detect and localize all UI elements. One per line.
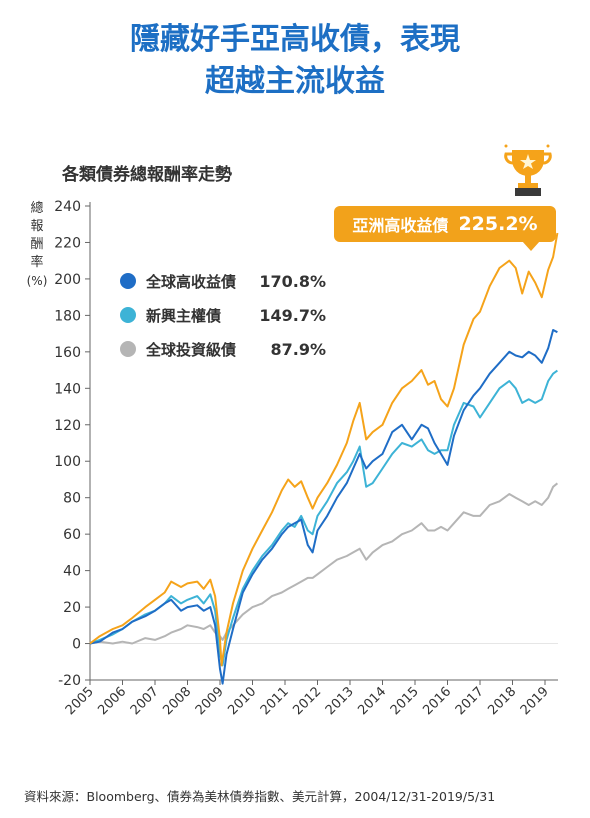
legend-item-global-investment-grade: 全球投資級債 87.9% <box>120 332 326 366</box>
legend-value: 170.8% <box>259 271 326 291</box>
y-tick-label: 220 <box>54 235 81 251</box>
y-axis-label-char: 報 <box>30 219 44 234</box>
y-tick-label: 20 <box>63 600 81 616</box>
x-tick-label: 2018 <box>485 684 519 718</box>
x-tick-label: 2016 <box>420 684 454 718</box>
legend-value: 149.7% <box>259 305 326 325</box>
legend-value: 87.9% <box>270 339 326 359</box>
y-tick-label: 140 <box>54 381 81 397</box>
y-tick-label: 240 <box>54 199 81 215</box>
x-tick-label: 2019 <box>518 684 552 718</box>
y-tick-label: 180 <box>54 308 81 324</box>
legend-label: 新興主權債 <box>146 306 222 325</box>
legend-swatch <box>120 341 136 357</box>
highlight-badge: 亞洲高收益債 225.2% <box>334 206 556 251</box>
y-tick-label: 40 <box>63 564 81 580</box>
title-line-1: 隱藏好手亞高收債，表現 <box>130 22 460 57</box>
legend-item-em-sovereign: 新興主權債 149.7% <box>120 298 326 332</box>
y-tick-label: 60 <box>63 527 81 543</box>
chart-title: 各類債券總報酬率走勢 <box>62 165 232 185</box>
x-tick-label: 2017 <box>453 684 487 718</box>
x-tick-label: 2007 <box>128 684 162 718</box>
y-axis-label-char: 率 <box>30 255 44 270</box>
series-line-global-high-yield <box>89 329 558 685</box>
legend-swatch <box>120 273 136 289</box>
title-line-2: 超越主流收益 <box>205 64 385 99</box>
y-axis-label: 總 報 酬 率 (%) <box>26 200 48 290</box>
x-tick-label: 2009 <box>193 684 227 718</box>
legend-label: 全球投資級債 <box>146 340 237 359</box>
legend-swatch <box>120 307 136 323</box>
highlight-value: 225.2% <box>458 213 538 235</box>
y-tick-label: 80 <box>63 491 81 507</box>
x-tick-label: 2015 <box>388 684 422 718</box>
y-tick-label: 120 <box>54 418 81 434</box>
y-tick-label: 160 <box>54 345 81 361</box>
trophy-icon <box>504 144 552 196</box>
x-tick-label: 2014 <box>355 684 389 718</box>
y-tick-label: 0 <box>72 637 81 653</box>
y-axis-label-char: 總 <box>30 201 44 216</box>
x-tick-label: 2005 <box>63 684 97 718</box>
y-tick-label: 200 <box>54 272 81 288</box>
legend-item-global-high-yield: 全球高收益債 170.8% <box>120 264 326 298</box>
source-note: 資料來源：Bloomberg、債券為美林債券指數、美元計算，2004/12/31… <box>24 789 496 804</box>
series-line-em-sovereign <box>89 369 558 667</box>
y-tick-label: 100 <box>54 454 81 470</box>
legend-label: 全球高收益債 <box>146 272 237 291</box>
x-tick-label: 2013 <box>323 684 357 718</box>
x-tick-label: 2011 <box>258 684 292 718</box>
x-tick-label: 2008 <box>160 684 194 718</box>
legend: 全球高收益債 170.8% 新興主權債 149.7% 全球投資級債 87.9% <box>120 264 326 366</box>
highlight-label: 亞洲高收益債 <box>352 216 449 235</box>
x-tick-label: 2010 <box>225 684 259 718</box>
y-axis-label-char: 酬 <box>30 237 44 252</box>
line-chart: -20 0 20 40 60 80 100 120 140 160 180 200 220 240 2005… <box>54 199 559 718</box>
y-tick-label: -20 <box>58 673 81 689</box>
series-line-global-investment-grade <box>89 482 559 645</box>
y-axis-unit: (%) <box>26 274 48 288</box>
x-tick-label: 2006 <box>95 684 129 718</box>
x-tick-label: 2012 <box>290 684 324 718</box>
series-line-asia-high-yield <box>89 232 559 667</box>
